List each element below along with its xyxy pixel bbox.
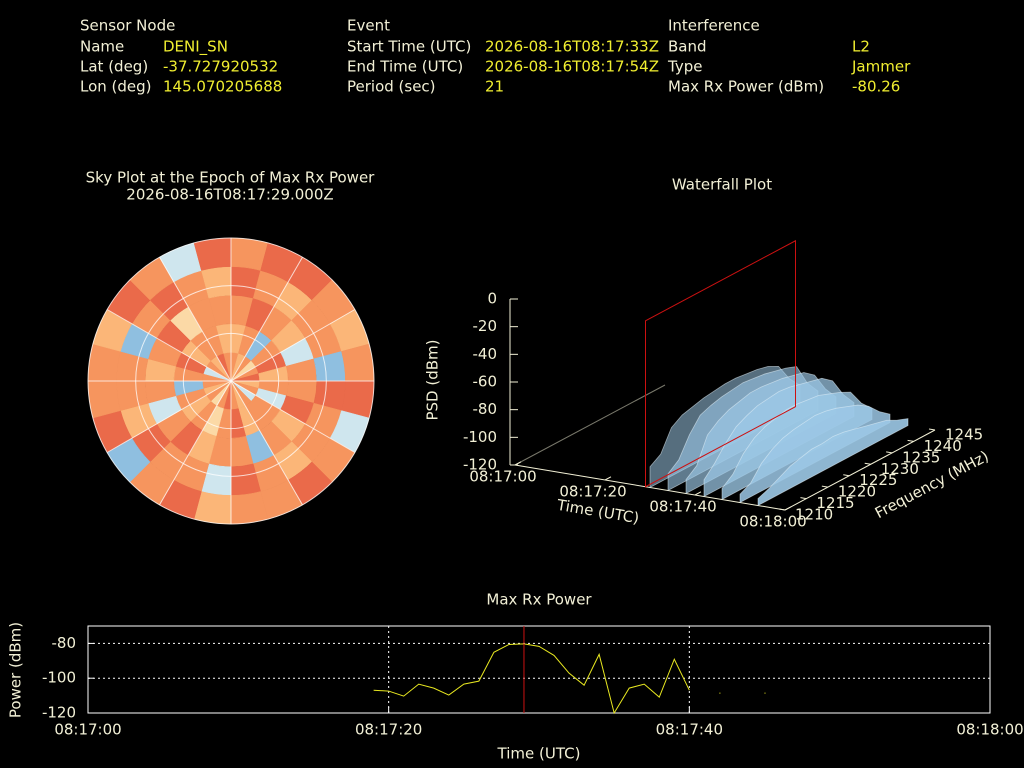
info-value: 2026-08-16T08:17:33Z — [485, 38, 659, 56]
z-axis-label: PSD (dBm) — [424, 339, 442, 420]
waterfall-title: Waterfall Plot — [672, 176, 772, 194]
y-tick-label: -120 — [42, 704, 76, 722]
info-label: Lat (deg) — [80, 58, 148, 76]
sky-spoke — [230, 380, 303, 506]
freq-tick — [843, 474, 850, 477]
info-value: L2 — [852, 38, 870, 56]
info-label: Period (sec) — [347, 78, 436, 96]
epoch-plane — [645, 239, 796, 488]
info-label: Start Time (UTC) — [347, 38, 471, 56]
z-tick-label: -80 — [473, 400, 498, 418]
x-tick-label: 08:17:20 — [355, 721, 422, 739]
info-value: -37.727920532 — [163, 58, 278, 76]
freq-tick — [886, 451, 893, 454]
info-label: Name — [80, 38, 124, 56]
sky-spoke — [106, 309, 232, 382]
freq-tick-label: 1240 — [924, 437, 962, 455]
freq-tick — [864, 462, 871, 465]
sky-title: Sky Plot at the Epoch of Max Rx Power — [86, 169, 376, 187]
info-value: Jammer — [851, 58, 911, 76]
floor-back — [514, 384, 666, 466]
info-heading: Event — [347, 17, 390, 35]
psd-slice — [757, 418, 909, 507]
sky-spoke — [106, 380, 232, 453]
freq-tick-label: 1225 — [859, 471, 897, 489]
y-tick-label: -100 — [42, 669, 76, 687]
info-label: Type — [667, 58, 702, 76]
sky-spoke — [159, 256, 232, 382]
z-tick-label: -60 — [473, 373, 498, 391]
freq-tick — [800, 497, 807, 500]
info-label: Band — [668, 38, 707, 56]
info-value: 21 — [485, 78, 504, 96]
sky-spoke — [159, 380, 232, 506]
freq-tick — [907, 439, 914, 442]
freq-tick-label: 1230 — [881, 460, 919, 478]
info-value: DENI_SN — [163, 38, 228, 57]
info-value: -80.26 — [852, 78, 900, 96]
time-tick-label: 08:17:00 — [469, 468, 536, 486]
info-label: Max Rx Power (dBm) — [668, 78, 824, 96]
info-label: Lon (deg) — [80, 78, 152, 96]
freq-axis — [784, 429, 936, 511]
power-line — [373, 643, 766, 715]
line-chart: -120 -100 -80 08:17:00 08:17:20 08:17:40 08:18… — [42, 625, 1024, 739]
time-tick — [604, 476, 612, 481]
time-tick-label: 08:17:40 — [649, 498, 716, 516]
sky-spoke — [230, 256, 303, 382]
time-tick-label: 08:18:00 — [739, 513, 806, 531]
x-tick-label: 08:18:00 — [956, 721, 1023, 739]
time-tick-label: 08:17:20 — [559, 483, 626, 501]
freq-tick-label: 1215 — [816, 494, 854, 512]
x-tick-label: 08:17:40 — [656, 721, 723, 739]
z-tick-label: -120 — [463, 456, 497, 474]
waterfall: -120 -100 -80 -60 -40 -20 0 08:17:00 08:17:20 08:… — [463, 239, 983, 531]
freq-tick-label: 1245 — [945, 426, 983, 444]
z-tick-label: -100 — [463, 428, 497, 446]
freq-tick — [928, 428, 936, 431]
sky-subtitle: 2026-08-16T08:17:29.000Z — [126, 186, 333, 204]
info-value: 2026-08-16T08:17:54Z — [485, 58, 659, 76]
sky-spoke — [230, 380, 356, 453]
info-label: End Time (UTC) — [347, 58, 463, 76]
time-tick — [694, 491, 702, 496]
y-tick-label: -80 — [52, 634, 77, 652]
sky-spoke — [230, 309, 356, 382]
plot-frame — [87, 625, 991, 714]
freq-tick-label: 1220 — [838, 483, 876, 501]
freq-tick — [778, 508, 786, 511]
freq-tick-label: 1235 — [902, 448, 940, 466]
z-tick-label: 0 — [487, 290, 497, 308]
z-tick-label: -20 — [473, 317, 498, 335]
info-value: 145.070205688 — [163, 78, 282, 96]
freq-tick — [821, 485, 828, 488]
freq-tick-label: 1210 — [795, 506, 833, 524]
sky-plot — [87, 237, 375, 525]
info-heading: Interference — [668, 17, 760, 35]
y-axis-label: Power (dBm) — [7, 622, 25, 718]
z-tick-label: -40 — [473, 345, 498, 363]
x-axis-label: Time (UTC) — [497, 745, 581, 763]
x-tick-label: 08:17:00 — [54, 721, 121, 739]
info-heading: Sensor Node — [80, 17, 175, 35]
line-title: Max Rx Power — [486, 591, 592, 609]
